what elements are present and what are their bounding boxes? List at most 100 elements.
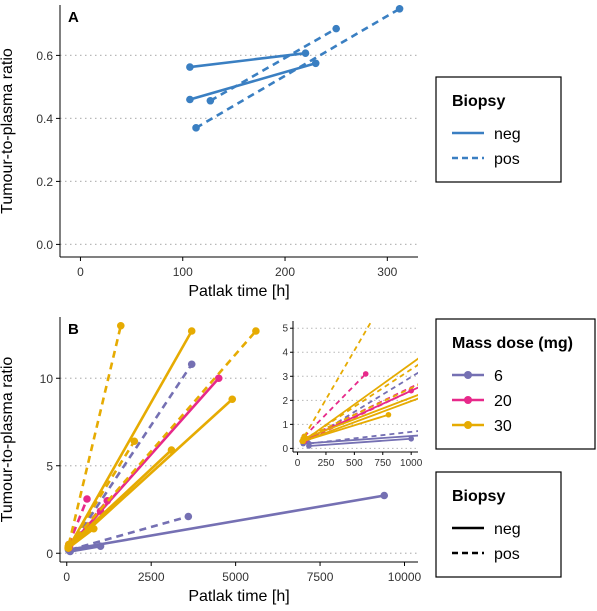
series-line	[303, 373, 367, 438]
panel-a-legend: Biopsy neg pos	[435, 76, 562, 183]
legend-key-point	[464, 371, 472, 379]
series-line	[69, 515, 189, 552]
y-tick-label: 0.0	[36, 238, 53, 252]
inset-y-tick-label: 4	[282, 348, 288, 359]
series-group	[64, 321, 389, 556]
series-line	[209, 27, 337, 102]
series-line	[67, 527, 95, 550]
data-point	[187, 360, 196, 369]
series-line	[67, 440, 136, 549]
y-tick-label: 0	[46, 547, 53, 561]
series-group	[299, 292, 528, 449]
x-tick-label: 0	[63, 570, 70, 584]
legend-label: neg	[494, 521, 521, 538]
y-tick-label: 0.6	[36, 49, 53, 63]
data-point	[116, 321, 125, 330]
series-group	[186, 5, 404, 132]
x-tick-label: 5000	[222, 570, 249, 584]
data-point	[89, 524, 98, 533]
series-line	[69, 544, 101, 553]
legend-label: neg	[494, 126, 521, 143]
y-tick-label: 0.2	[36, 175, 53, 189]
panel-a: 0.0 0.2 0.4 0.6 0 100 200 300 Patlak time [h] Tum…	[0, 5, 418, 300]
inset-x-tick-label: 750	[374, 458, 391, 469]
legend-box	[435, 318, 596, 450]
data-point	[83, 495, 91, 503]
series-line	[67, 330, 257, 548]
series-line	[67, 330, 193, 549]
x-tick-label: 200	[275, 265, 295, 279]
data-point	[362, 371, 369, 377]
x-axis-label: Patlak time [h]	[188, 283, 289, 300]
series-line	[67, 325, 123, 545]
x-tick-label: 2500	[138, 570, 165, 584]
series-line	[302, 413, 389, 443]
inset-y-tick-label: 2	[282, 396, 288, 407]
series-line	[302, 357, 418, 442]
panel-tag: B	[68, 321, 79, 338]
data-point	[167, 446, 176, 454]
panel-b-inset: 0 1 2 3 4 5 0 250 500 750 1000	[269, 292, 528, 474]
legend-label: pos	[494, 151, 520, 168]
x-tick-label: 100	[173, 265, 193, 279]
legend-key-point	[464, 421, 472, 429]
data-point	[299, 438, 305, 444]
x-tick-label: 7500	[307, 570, 334, 584]
legend-key-point	[464, 396, 472, 404]
data-point	[184, 512, 193, 521]
inset-x-tick-label: 0	[295, 458, 301, 469]
panel-b-legends: Mass dose (mg) 6 20 30 Biopsy neg pos	[435, 318, 596, 578]
data-point	[130, 437, 139, 446]
data-point	[522, 292, 528, 298]
data-point	[395, 5, 404, 13]
inset-y-tick-label: 5	[282, 324, 288, 335]
series-line	[302, 394, 418, 440]
y-tick-label: 10	[40, 372, 54, 386]
series-line	[68, 363, 193, 549]
series-line	[308, 437, 412, 447]
data-point	[64, 544, 72, 552]
data-point	[186, 95, 194, 104]
data-point	[192, 124, 200, 132]
series-line	[308, 430, 418, 445]
x-tick-label: 0	[77, 265, 84, 279]
y-axis-label: Tumour-to-plasma ratio	[0, 357, 16, 523]
series-line	[68, 494, 385, 552]
series-line	[67, 398, 234, 549]
inset-x-tick-label: 250	[318, 458, 335, 469]
x-tick-label: 300	[377, 265, 397, 279]
data-point	[311, 59, 320, 68]
data-point	[332, 24, 340, 33]
series-line	[303, 321, 373, 437]
legend-label: 6	[494, 368, 503, 385]
series-line	[306, 386, 418, 440]
data-point	[96, 542, 105, 551]
data-point	[206, 96, 215, 105]
legend-title: Biopsy	[452, 93, 505, 110]
legend-label: 20	[494, 393, 512, 410]
legend-box	[435, 471, 562, 578]
y-axis-label: Tumour-to-plasma ratio	[0, 48, 16, 214]
inset-y-tick-label: 3	[282, 372, 288, 383]
y-tick-label: 5	[46, 459, 53, 473]
x-axis-label: Patlak time [h]	[188, 588, 289, 605]
data-point	[187, 327, 196, 335]
series-line	[68, 377, 220, 548]
series-line	[67, 449, 173, 548]
series-line	[189, 51, 306, 69]
legend-title: Biopsy	[452, 488, 505, 505]
data-point	[252, 327, 260, 335]
data-point	[228, 395, 237, 404]
y-tick-label: 0.4	[36, 112, 53, 126]
data-point	[385, 411, 392, 418]
x-tick-label: 10000	[388, 570, 422, 584]
series-line	[302, 397, 418, 443]
data-point	[186, 63, 194, 71]
inset-x-tick-label: 500	[346, 458, 363, 469]
series-line	[67, 498, 89, 545]
legend-title: Mass dose (mg)	[452, 335, 573, 352]
legend-box	[435, 76, 562, 183]
inset-x-tick-label: 1000	[400, 458, 423, 469]
